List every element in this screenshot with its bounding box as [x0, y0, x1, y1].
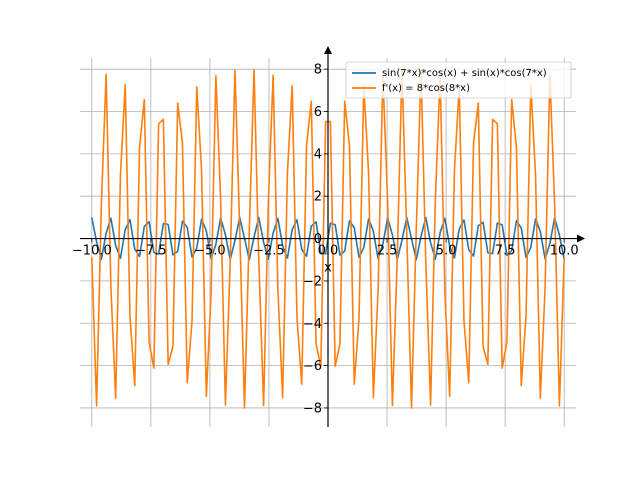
x-tick-label: −7.5: [135, 244, 167, 259]
x-axis-title: x: [324, 261, 332, 276]
y-tick-label: 0: [314, 232, 322, 247]
x-tick-label: 10.0: [550, 244, 579, 259]
y-tick-label: −4: [303, 317, 322, 332]
legend-label-series-1: sin(7*x)*cos(x) + sin(x)*cos(7*x): [382, 68, 547, 79]
y-tick-label: 2: [314, 190, 322, 205]
y-tick-label: −8: [303, 401, 322, 416]
x-tick-label: 7.5: [495, 244, 516, 259]
ticks: −10.0 −7.5 −5.0 −2.5 0.0 2.5 5.0 7.5 10.0 −8 −6 −4 −…: [72, 63, 579, 417]
legend-box: [345, 61, 572, 99]
y-tick-label: 4: [314, 147, 322, 162]
legend: sin(7*x)*cos(x) + sin(x)*cos(7*x) f'(x) …: [345, 61, 572, 99]
x-axis-arrow: [577, 234, 585, 243]
y-axis-arrow: [324, 46, 332, 54]
x-tick-label: 5.0: [436, 244, 457, 259]
x-tick-label: −2.5: [253, 244, 285, 259]
x-tick-label: −5.0: [194, 244, 226, 259]
x-tick-label: 0.0: [318, 244, 339, 259]
legend-label-series-2: f'(x) = 8*cos(8*x): [382, 83, 470, 94]
y-tick-label: −6: [303, 359, 322, 374]
y-tick-label: 8: [314, 63, 322, 78]
y-tick-label: −2: [303, 274, 322, 289]
x-tick-label: 2.5: [377, 244, 398, 259]
x-tick-label: −10.0: [72, 244, 112, 259]
y-tick-label: 6: [314, 105, 322, 120]
